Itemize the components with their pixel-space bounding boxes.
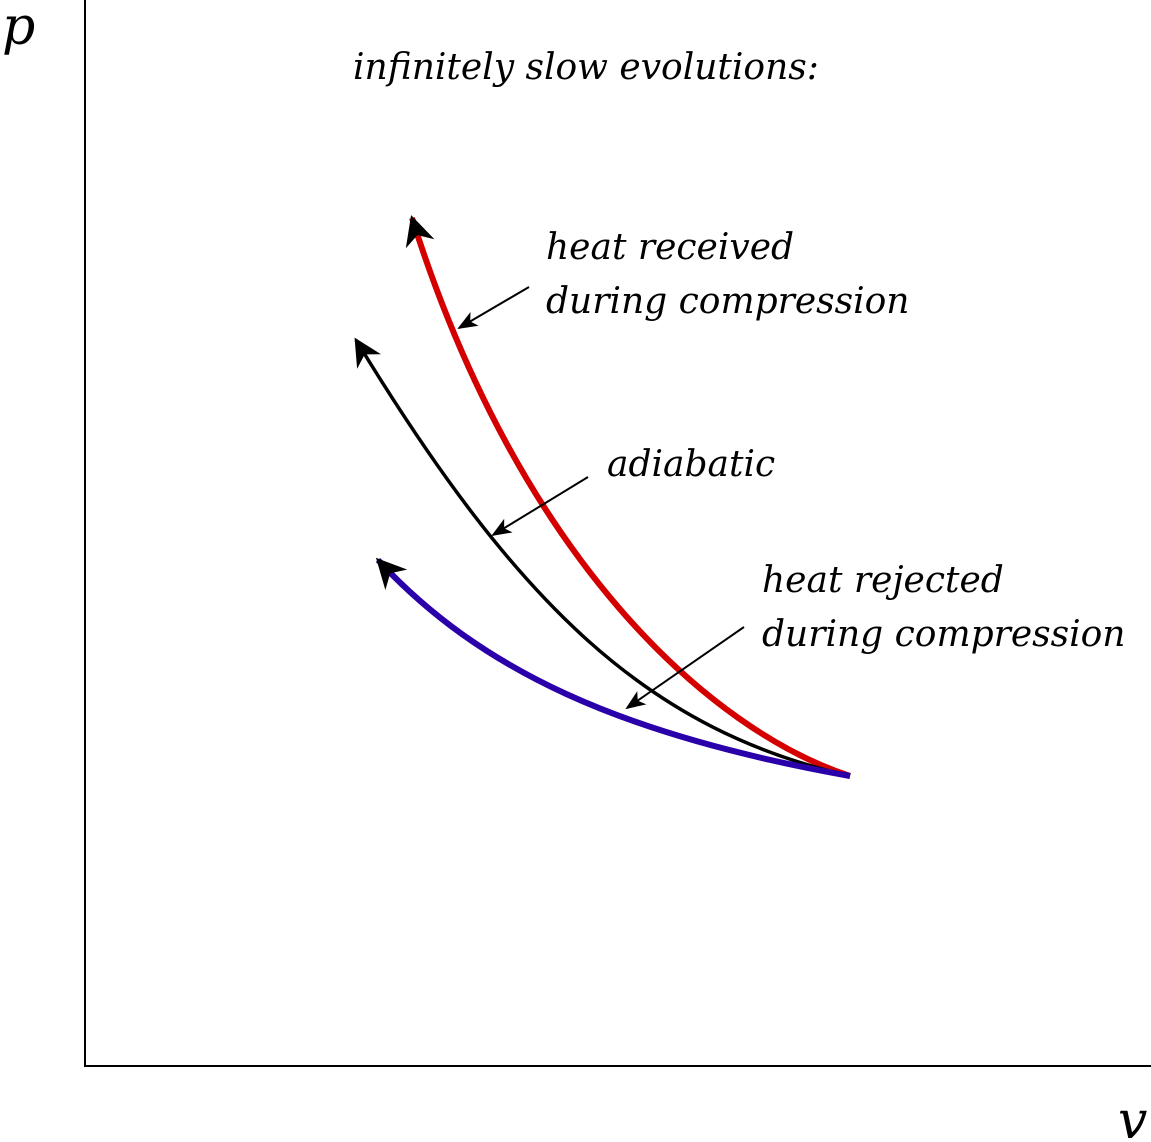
adiabatic-pointer <box>491 476 589 537</box>
heat-rejected-label-line1: heat rejected <box>762 560 1004 601</box>
heat-received-pointer <box>457 286 530 330</box>
heat-rejected-label-line2: during compression <box>762 614 1125 655</box>
heat-received-label-line2: during compression <box>546 281 909 322</box>
adiabatic-label: adiabatic <box>607 444 775 485</box>
heat-rejected-curve <box>375 557 851 779</box>
heat-rejected-pointer <box>625 626 745 710</box>
heat-received-label-line1: heat received <box>546 227 794 268</box>
x-axis-label: v <box>1118 1091 1147 1142</box>
adiabatic-curve <box>354 337 851 778</box>
y-axis-label: p <box>2 0 35 57</box>
diagram-title: infinitely slow evolutions: <box>353 47 819 88</box>
heat-received-curve <box>405 215 851 779</box>
